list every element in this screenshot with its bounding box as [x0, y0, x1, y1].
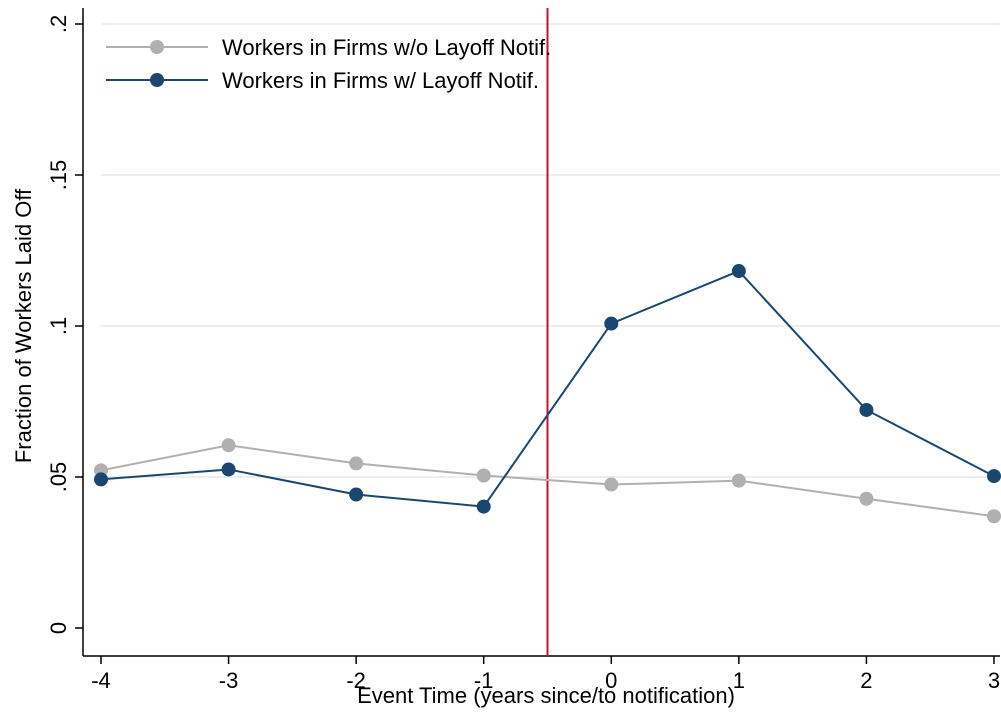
series-group	[94, 264, 1001, 524]
legend-label-1: Workers in Firms w/o Layoff Notif.	[222, 35, 551, 60]
series-2-point	[731, 264, 746, 279]
axes: 0 .05 .1 .15 .2 -4 -3 -2 -1 0 1 2 3	[46, 8, 1000, 693]
series-1-point	[859, 491, 874, 506]
legend-swatch-marker-2	[150, 73, 164, 87]
series-1-point	[476, 468, 491, 483]
y-tick-label: .1	[46, 317, 71, 335]
x-axis-title: Event Time (years since/to notification)	[357, 683, 735, 708]
x-tick-label: -3	[219, 668, 239, 693]
series-2-point	[859, 402, 874, 417]
x-tick-label: -2	[346, 668, 366, 693]
y-axis-title: Fraction of Workers Laid Off	[11, 188, 36, 463]
y-tick-label: 0	[46, 622, 71, 634]
legend-label-2: Workers in Firms w/ Layoff Notif.	[222, 68, 539, 93]
series-1-point	[731, 473, 746, 488]
x-tick-label: 0	[605, 668, 617, 693]
x-tick-label: 2	[860, 668, 872, 693]
series-1-point	[604, 477, 619, 492]
x-tick-label: 1	[733, 668, 745, 693]
series-2-point	[94, 472, 108, 487]
legend: Workers in Firms w/o Layoff Notif. Worker…	[104, 33, 551, 94]
legend-swatch-marker-1	[150, 40, 164, 54]
series-2-point	[604, 316, 619, 331]
series-2-point	[987, 469, 1001, 484]
series-1-point	[221, 438, 236, 453]
series-1-point	[987, 509, 1001, 524]
x-tick-label: 3	[988, 668, 1000, 693]
y-tick-label: .15	[46, 160, 71, 191]
x-tick-label: -4	[91, 668, 111, 693]
series-2-point	[349, 487, 364, 502]
series-line-1	[100, 444, 995, 518]
series-2-point	[221, 462, 236, 477]
series-2-point	[476, 499, 491, 514]
y-tick-label: .05	[46, 462, 71, 493]
y-tick-label: .2	[46, 15, 71, 33]
gridlines	[101, 23, 1000, 478]
x-tick-label: -1	[474, 668, 494, 693]
series-1-point	[349, 456, 364, 471]
series-line-2	[100, 269, 995, 508]
